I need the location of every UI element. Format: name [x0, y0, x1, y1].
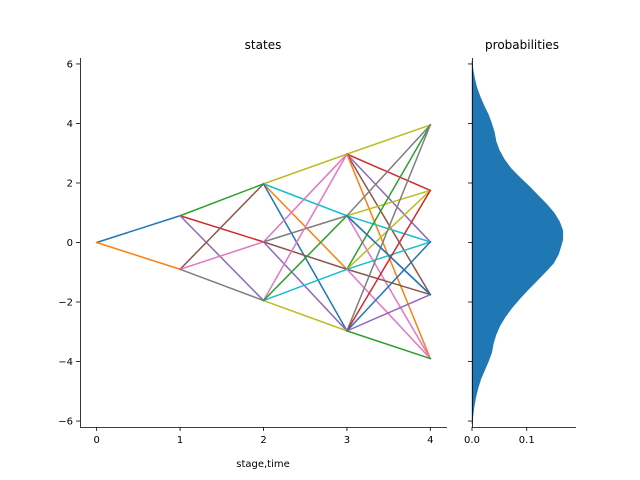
state-transition-line: [345, 293, 432, 332]
states-x-axis-label: stage,time: [236, 459, 290, 470]
state-transition-line: [179, 268, 265, 302]
state-transition-line: [262, 240, 348, 332]
state-transition-line: [345, 268, 432, 296]
state-transition-line: [179, 182, 265, 271]
x-tick-label: 4: [427, 435, 433, 446]
probabilities-y-ticks: [468, 63, 472, 422]
x-tick-label: 1: [177, 435, 183, 446]
state-transition-line: [345, 124, 432, 156]
y-tick-label: 2: [67, 178, 73, 189]
y-tick-label: 0: [67, 238, 73, 249]
state-transition-line: [345, 153, 432, 192]
state-transition-line: [95, 241, 182, 271]
probabilities-panel: probabilities 0.0 0.1: [464, 38, 576, 446]
state-transition-line: [262, 268, 348, 302]
state-transition-line: [262, 153, 348, 243]
y-tick-label: −4: [58, 357, 73, 368]
probabilities-title: probabilities: [485, 38, 559, 52]
state-transition-line: [345, 240, 432, 332]
y-tick-label: −2: [58, 298, 73, 309]
state-transition-line: [345, 123, 432, 332]
state-transition-line: [345, 189, 432, 217]
state-transition-line: [345, 268, 432, 360]
x-tick-label: 0.1: [519, 435, 535, 446]
state-transition-line: [262, 299, 348, 332]
x-tick-label: 2: [260, 435, 266, 446]
state-transition-line: [345, 123, 432, 217]
x-tick-label: 0.0: [464, 435, 480, 446]
state-transition-line: [345, 214, 432, 296]
state-transition-line: [262, 182, 348, 217]
states-x-ticks: 0 1 2 3 4: [93, 427, 434, 446]
state-transition-line: [345, 153, 432, 296]
state-transition-line: [345, 189, 432, 332]
x-tick-label: 3: [344, 435, 350, 446]
state-transition-line: [345, 123, 432, 271]
x-tick-label: 0: [93, 435, 99, 446]
y-tick-label: 4: [67, 119, 73, 130]
states-lines: [95, 123, 432, 360]
state-transition-line: [262, 153, 348, 302]
state-transition-line: [345, 329, 432, 360]
states-title: states: [245, 38, 282, 52]
state-transition-line: [262, 214, 348, 302]
state-transition-line: [179, 214, 265, 302]
states-panel: states 0 1 2 3 4 −6 −4 −2 0 2 4 6 stage,time: [58, 38, 447, 470]
y-tick-label: 6: [67, 59, 73, 70]
state-transition-line: [95, 214, 182, 244]
state-transition-line: [262, 240, 348, 271]
state-transition-line: [262, 153, 348, 185]
probability-density-area: [471, 60, 564, 425]
probabilities-x-ticks: 0.0 0.1: [464, 427, 535, 446]
states-y-ticks: −6 −4 −2 0 2 4 6: [58, 59, 80, 428]
state-transition-line: [179, 182, 265, 217]
state-transition-line: [179, 240, 265, 271]
y-tick-label: −6: [58, 417, 73, 428]
state-transition-line: [179, 214, 265, 243]
